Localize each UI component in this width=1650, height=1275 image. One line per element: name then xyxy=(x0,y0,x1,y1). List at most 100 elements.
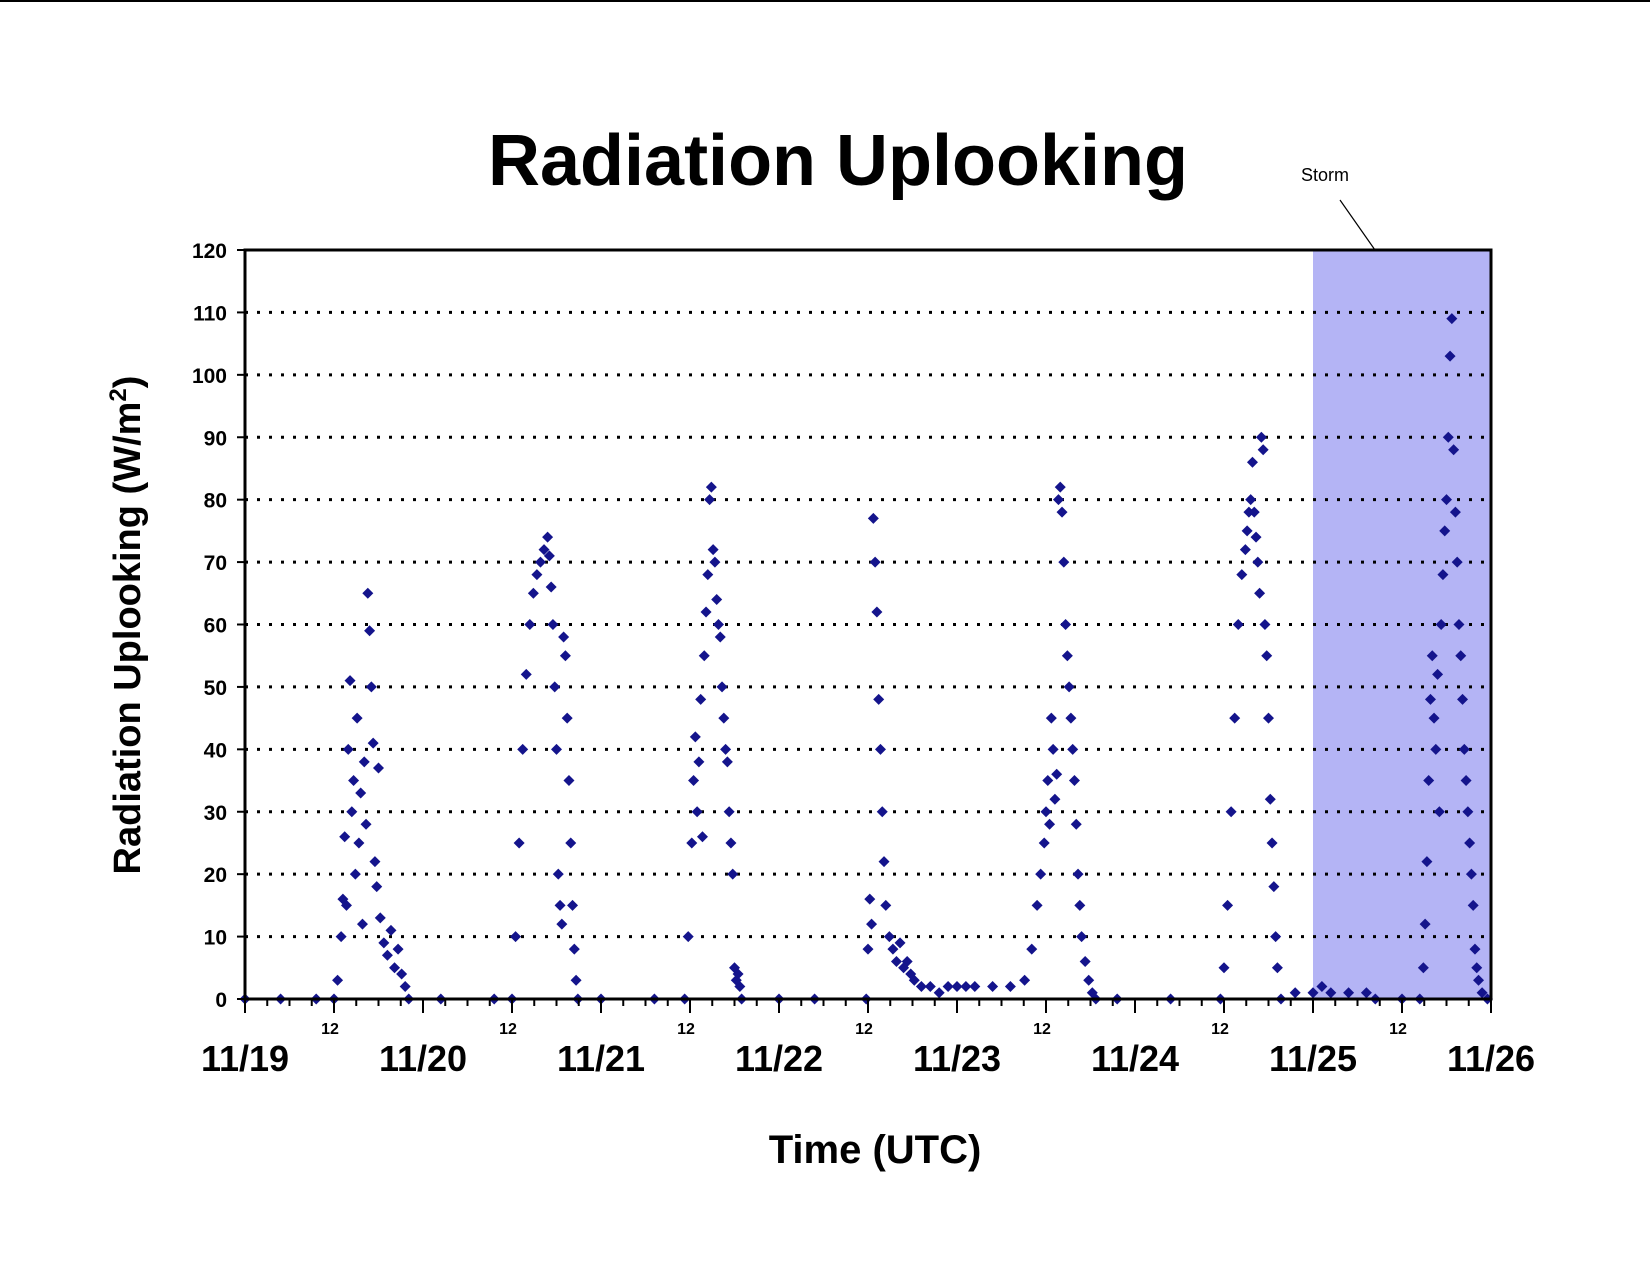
x-tick-label: 11/21 xyxy=(557,1038,645,1079)
data-point xyxy=(1453,619,1465,630)
data-point xyxy=(1421,856,1433,868)
data-point xyxy=(378,937,390,949)
data-point xyxy=(1458,743,1470,755)
data-point xyxy=(887,943,899,955)
data-point xyxy=(1245,494,1257,506)
data-point xyxy=(1063,681,1075,693)
data-point xyxy=(1439,525,1451,537)
data-point xyxy=(1271,962,1283,974)
data-point xyxy=(1442,431,1454,443)
x-tick-label: 11/26 xyxy=(1447,1038,1535,1079)
y-axis-label-superscript: 2 xyxy=(105,388,132,401)
data-point xyxy=(1049,793,1061,805)
data-point xyxy=(1045,712,1057,724)
data-point xyxy=(1263,712,1274,724)
data-point xyxy=(1464,837,1476,849)
data-point xyxy=(1035,868,1047,880)
data-point xyxy=(924,981,936,993)
data-point xyxy=(1031,899,1043,911)
data-point xyxy=(554,899,566,911)
data-point xyxy=(1239,544,1251,556)
data-point xyxy=(1289,987,1301,999)
data-point xyxy=(1430,743,1442,755)
data-point xyxy=(1268,881,1280,893)
data-point xyxy=(1076,931,1088,943)
data-point xyxy=(332,974,344,986)
data-point xyxy=(709,556,721,568)
x-tick-label: 11/22 xyxy=(735,1038,823,1079)
data-point xyxy=(339,831,351,843)
data-point xyxy=(1083,974,1095,986)
data-point xyxy=(1067,743,1079,755)
data-point xyxy=(1254,587,1266,599)
data-point xyxy=(1264,793,1276,805)
data-point xyxy=(358,756,370,768)
y-tick-label: 80 xyxy=(204,490,227,513)
data-point xyxy=(1426,650,1438,662)
data-point xyxy=(1222,899,1234,911)
data-point xyxy=(1060,619,1072,630)
data-point xyxy=(369,856,381,868)
data-point xyxy=(1432,668,1444,680)
y-tick-label: 10 xyxy=(204,927,227,950)
data-point xyxy=(693,756,705,768)
data-point xyxy=(552,868,564,880)
storm-leader-line xyxy=(1339,199,1376,251)
data-point xyxy=(389,962,401,974)
data-point xyxy=(727,868,739,880)
data-point xyxy=(1074,899,1086,911)
data-point xyxy=(1457,693,1469,705)
x-tick-label: 11/24 xyxy=(1091,1038,1179,1079)
data-point xyxy=(878,856,890,868)
plot-frame xyxy=(243,248,1493,1001)
data-point xyxy=(1428,712,1440,724)
data-point xyxy=(1236,569,1248,581)
hour-tick-label: 12 xyxy=(499,1021,517,1038)
data-point xyxy=(1417,962,1429,974)
data-point xyxy=(1451,556,1463,568)
data-point xyxy=(1068,775,1080,787)
data-point xyxy=(353,837,365,849)
data-point xyxy=(365,681,377,693)
data-point xyxy=(1467,899,1479,911)
data-point xyxy=(700,606,712,618)
data-point xyxy=(547,619,559,630)
data-point xyxy=(385,924,397,936)
data-point xyxy=(1051,768,1063,780)
data-point xyxy=(1325,987,1337,999)
data-point xyxy=(901,956,913,968)
hour-tick-label: 12 xyxy=(677,1021,695,1038)
data-point xyxy=(364,625,376,637)
data-point xyxy=(1058,556,1070,568)
data-point xyxy=(335,931,347,943)
data-point xyxy=(351,712,363,724)
data-point xyxy=(563,775,575,787)
data-points xyxy=(239,313,1493,1005)
data-point xyxy=(344,675,356,687)
data-point xyxy=(725,837,737,849)
storm-label: Storm xyxy=(1301,165,1349,185)
data-point xyxy=(960,981,972,993)
data-point xyxy=(883,931,895,943)
data-point xyxy=(933,987,945,999)
y-tick-label: 40 xyxy=(204,739,227,762)
hour-tick-label: 12 xyxy=(1389,1021,1407,1038)
data-point xyxy=(969,981,981,993)
data-point xyxy=(732,968,744,980)
data-point xyxy=(682,931,694,943)
data-point xyxy=(1266,837,1278,849)
data-point xyxy=(561,712,573,724)
data-point xyxy=(396,968,408,980)
data-point xyxy=(714,631,726,643)
data-point xyxy=(1471,962,1483,974)
data-point xyxy=(340,899,352,911)
data-point xyxy=(689,731,701,743)
y-tick-label: 110 xyxy=(193,302,227,325)
data-point xyxy=(866,918,878,930)
data-point xyxy=(559,650,571,662)
data-point xyxy=(1435,619,1447,630)
data-point xyxy=(705,481,717,493)
data-point xyxy=(951,981,963,993)
data-point xyxy=(355,787,367,799)
y-axis-ticks: 0 10 20 30 40 50 60 70 80 90 100 110 120 xyxy=(192,240,245,1012)
